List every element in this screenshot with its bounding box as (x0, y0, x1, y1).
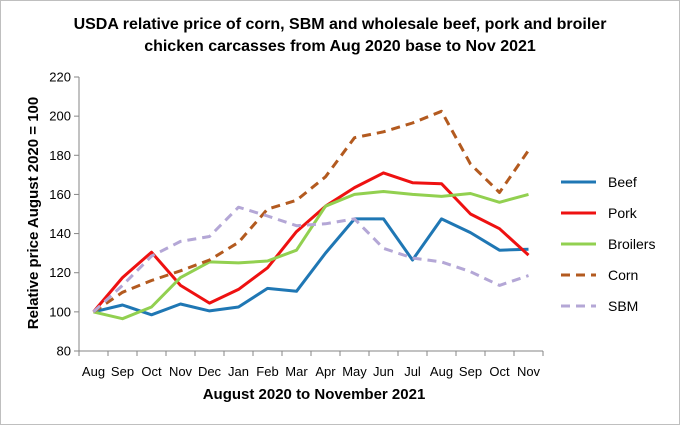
x-tick-label: Nov (517, 364, 541, 379)
series-line-broilers (93, 190, 529, 321)
x-tick-label: Nov (169, 364, 193, 379)
x-tick-label: Jun (373, 364, 394, 379)
series-line-sbm (92, 205, 529, 314)
series-line-beef (93, 217, 529, 317)
chart-title-line-1: USDA relative price of corn, SBM and who… (74, 16, 607, 33)
legend-label-pork: Pork (608, 205, 638, 221)
legend-label-beef: Beef (608, 174, 637, 190)
y-tick-label: 140 (49, 226, 71, 241)
y-tick-label: 100 (49, 304, 71, 319)
y-tick-label: 180 (49, 148, 71, 163)
x-tick-label: Sep (111, 364, 134, 379)
series-line-pork (92, 171, 530, 313)
y-tick-label: 220 (49, 70, 71, 85)
y-tick-label: 120 (49, 265, 71, 280)
x-tick-label: Aug (82, 364, 105, 379)
x-tick-label: Sep (459, 364, 482, 379)
axes-group: 80 100 120 140 160 180 200 220 Aug Sep Oct Nov Dec Ja… (49, 70, 544, 379)
y-axis-title: Relative price August 2020 = 100 (25, 97, 42, 329)
x-tick-label: Oct (141, 364, 162, 379)
x-tick-label: Feb (256, 364, 278, 379)
x-tick-label: Jul (404, 364, 421, 379)
y-tick-label: 200 (49, 109, 71, 124)
x-tick-label: Dec (198, 364, 222, 379)
chart-title-line-2: chicken carcasses from Aug 2020 base to … (144, 38, 536, 55)
y-tick-label: 80 (57, 344, 71, 359)
series-line-corn (92, 109, 530, 314)
legend-label-corn: Corn (608, 267, 638, 283)
series-group (92, 109, 530, 321)
legend-label-sbm: SBM (608, 298, 638, 314)
x-tick-label: Aug (430, 364, 453, 379)
x-tick-label: Apr (315, 364, 336, 379)
x-tick-label: Jan (228, 364, 249, 379)
x-tick-label: Mar (285, 364, 308, 379)
x-axis-title: August 2020 to November 2021 (203, 386, 426, 403)
x-tick-label: Oct (489, 364, 510, 379)
legend-label-broilers: Broilers (608, 236, 655, 252)
legend: Beef Pork Broilers Corn SBM (561, 174, 655, 314)
x-tick-label: May (342, 364, 367, 379)
y-tick-label: 160 (49, 187, 71, 202)
